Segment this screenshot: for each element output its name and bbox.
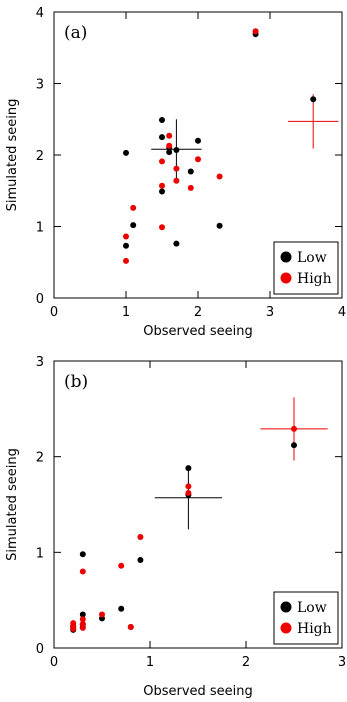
- data-point-high: [166, 132, 173, 139]
- x-tick-label: 1: [146, 655, 154, 670]
- data-point-high: [70, 625, 77, 632]
- data-point-high: [173, 177, 180, 184]
- y-tick-label: 0: [36, 642, 44, 657]
- legend-marker-high: [280, 622, 292, 634]
- data-point-low: [137, 556, 144, 563]
- x-tick-label: 3: [338, 655, 346, 670]
- data-point-low: [130, 222, 137, 229]
- x-tick-label: 3: [266, 305, 274, 320]
- data-point-low: [310, 96, 317, 103]
- data-point-low: [123, 149, 129, 156]
- data-point-low: [216, 222, 223, 229]
- y-tick-label: 1: [36, 221, 44, 236]
- data-point-high: [79, 616, 86, 623]
- data-point-high: [123, 233, 129, 240]
- data-point-high: [130, 204, 137, 211]
- legend-label-high: High: [297, 621, 332, 637]
- x-tick-label: 2: [194, 305, 202, 320]
- data-point-low: [159, 134, 165, 141]
- legend-marker-low: [280, 251, 292, 263]
- data-point-high: [159, 158, 165, 165]
- x-tick-label: 1: [122, 305, 130, 320]
- data-point-high: [159, 182, 165, 189]
- y-tick-label: 4: [36, 6, 44, 21]
- y-axis-label: Simulated seeing: [5, 99, 20, 212]
- legend-marker-high: [280, 272, 292, 284]
- data-point-low: [159, 116, 165, 123]
- y-tick-label: 2: [36, 149, 44, 164]
- panel-b: 0 1 2 3 0 1 2 3 Observed seeing Simulated seeing (…: [5, 355, 346, 699]
- legend-label-high: High: [297, 271, 332, 287]
- data-point-low: [166, 149, 173, 156]
- y-tick-label: 0: [36, 292, 44, 307]
- data-point-low: [159, 188, 165, 195]
- y-tick-label: 3: [36, 355, 44, 370]
- y-axis-label: Simulated seeing: [5, 448, 20, 561]
- data-point-low: [173, 146, 180, 153]
- x-tick-label: 2: [242, 655, 250, 670]
- y-tick-label: 2: [36, 451, 44, 466]
- panel-tag: (b): [64, 372, 88, 392]
- data-point-high: [99, 611, 105, 618]
- data-point-high: [123, 257, 129, 264]
- data-point-low: [195, 137, 201, 144]
- y-tick-label: 1: [36, 546, 44, 561]
- data-point-high: [185, 490, 192, 497]
- x-axis-label: Observed seeing: [143, 324, 253, 339]
- data-point-high: [291, 425, 297, 432]
- plot-frame: [53, 360, 343, 649]
- y-tick-label: 3: [36, 78, 44, 93]
- data-point-high: [137, 534, 144, 541]
- data-point-high: [216, 173, 223, 180]
- x-axis-label: Observed seeing: [143, 684, 253, 699]
- data-point-low: [79, 611, 86, 618]
- legend-marker-low: [280, 601, 292, 613]
- data-point-high: [187, 184, 194, 191]
- data-point-low: [173, 240, 180, 247]
- data-point-low: [291, 442, 297, 449]
- data-point-high: [185, 483, 192, 490]
- data-point-high: [166, 142, 173, 149]
- data-point-high: [159, 224, 165, 231]
- data-point-high: [252, 28, 259, 35]
- x-tick-label: 4: [338, 305, 346, 320]
- data-point-low: [118, 605, 125, 612]
- data-point-high: [118, 562, 125, 569]
- legend-box: [273, 591, 339, 645]
- panel-tag: (a): [64, 23, 87, 43]
- data-point-low: [79, 551, 86, 558]
- data-point-low: [123, 242, 129, 249]
- data-point-high: [79, 568, 86, 575]
- x-tick-label: 0: [50, 305, 58, 320]
- data-point-low: [187, 168, 194, 175]
- x-tick-label: 0: [50, 655, 58, 670]
- data-point-high: [79, 624, 86, 631]
- legend-label-low: Low: [297, 600, 327, 616]
- panel-a: 0 1 2 3 4 0 1 2 3 4 Observed seeing Simulated seein…: [5, 6, 346, 339]
- data-point-high: [173, 165, 180, 172]
- data-point-low: [185, 465, 192, 472]
- legend-box: [273, 241, 339, 295]
- legend-label-low: Low: [297, 250, 327, 266]
- data-point-high: [127, 623, 134, 630]
- data-point-high: [195, 156, 201, 163]
